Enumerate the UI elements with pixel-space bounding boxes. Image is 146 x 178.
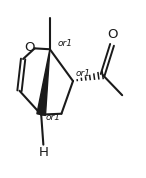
Text: O: O	[107, 28, 118, 41]
Text: or1: or1	[58, 40, 73, 48]
Text: or1: or1	[76, 69, 91, 78]
Text: H: H	[38, 146, 48, 159]
Polygon shape	[37, 49, 50, 116]
Text: or1: or1	[46, 113, 61, 122]
Text: O: O	[24, 41, 34, 54]
